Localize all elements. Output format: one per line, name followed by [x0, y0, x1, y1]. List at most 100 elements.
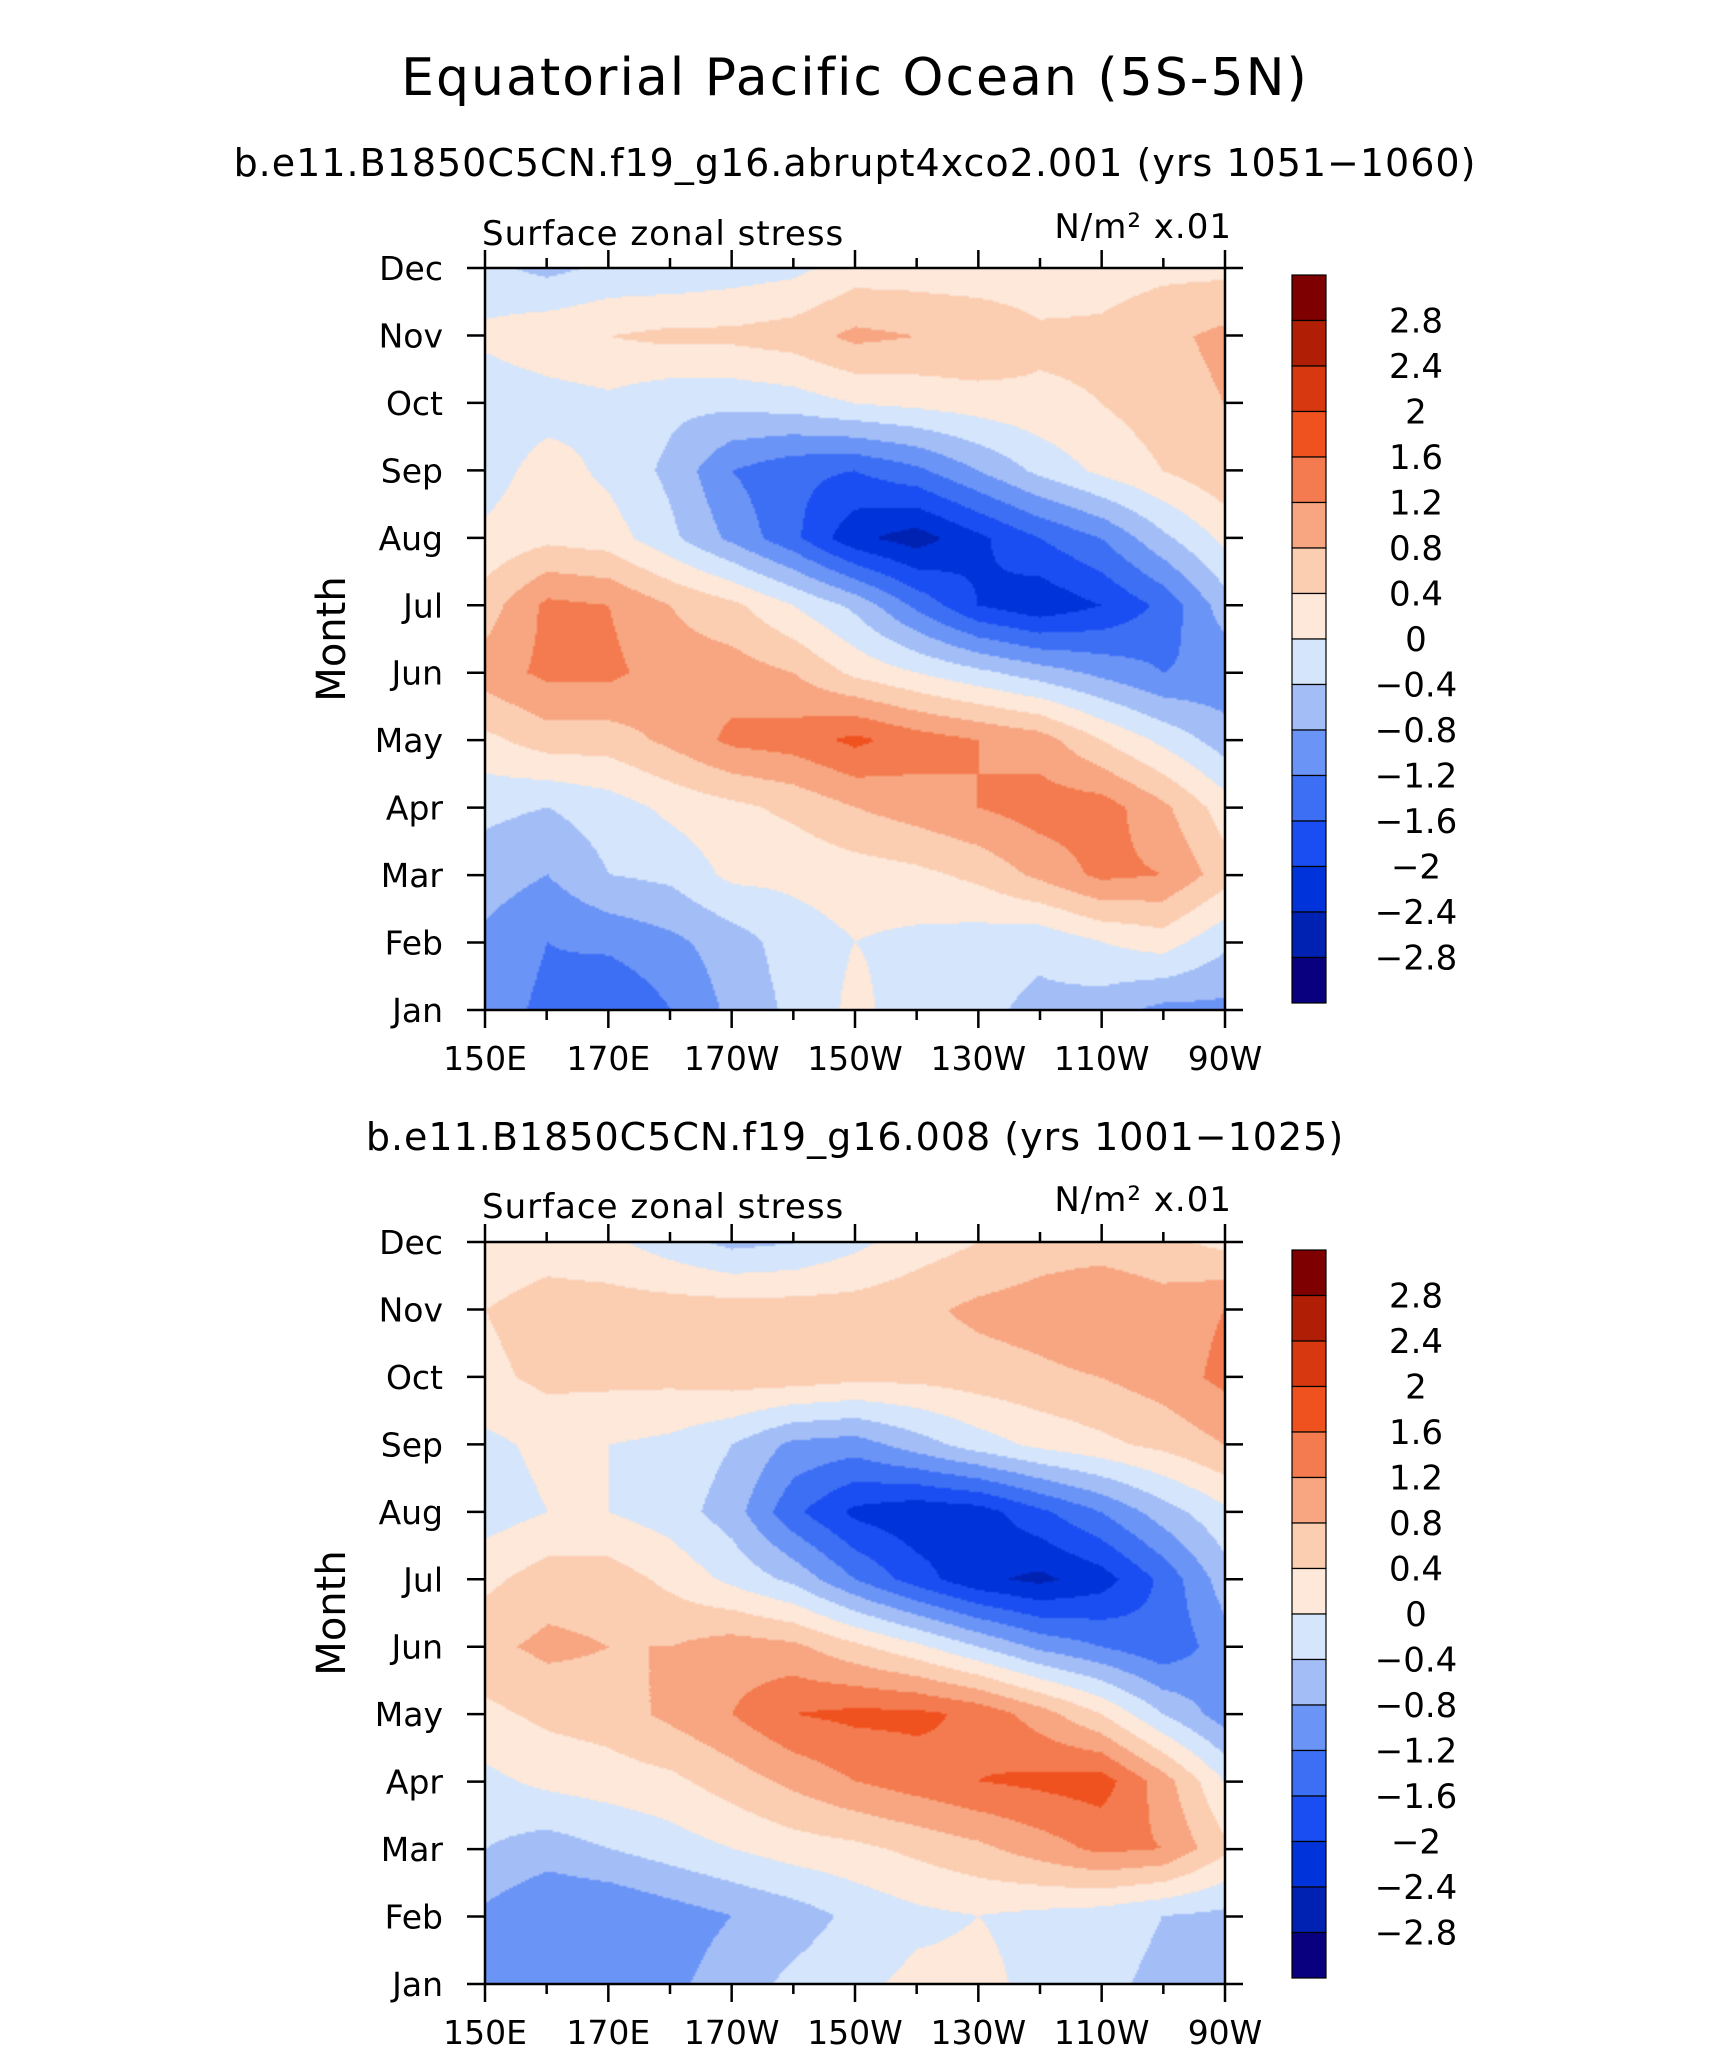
colorbar-label: 0 [1405, 1595, 1427, 1635]
colorbar-swatch [1291, 1795, 1327, 1843]
y-tick-label: Sep [381, 1425, 443, 1464]
colorbar-label: −1.2 [1375, 757, 1458, 797]
colorbar-label: 2 [1405, 393, 1427, 433]
colorbar-label: −0.8 [1375, 711, 1458, 751]
colorbar-label: −1.6 [1375, 802, 1458, 842]
figure-title: Equatorial Pacific Ocean (5S-5N) [401, 48, 1309, 108]
colorbar-swatch [1291, 865, 1327, 913]
colorbar-label: −0.8 [1375, 1686, 1458, 1726]
colorbar-label: 2 [1405, 1368, 1427, 1408]
colorbar-label: 1.2 [1389, 484, 1443, 524]
colorbar-swatch [1291, 1249, 1327, 1297]
colorbar-swatch [1291, 319, 1327, 367]
colorbar-swatch [1291, 1613, 1327, 1661]
y-tick-label: Dec [379, 1223, 443, 1262]
colorbar-label: 2.8 [1389, 302, 1443, 342]
x-tick-label: 170W [684, 1039, 780, 1078]
colorbar-swatch [1291, 1476, 1327, 1524]
y-tick-label: Jul [401, 586, 443, 625]
colorbar-label: −0.4 [1375, 1641, 1458, 1681]
y-tick-label: Aug [379, 519, 443, 558]
y-tick-label: Jan [390, 991, 443, 1030]
y-tick-label: May [375, 1695, 443, 1734]
colorbar-swatch [1291, 1749, 1327, 1797]
colorbar-swatch [1291, 1340, 1327, 1388]
y-tick-label: Jun [389, 1628, 443, 1667]
colorbar-swatch [1291, 1658, 1327, 1706]
colorbar-swatch [1291, 820, 1327, 868]
x-tick-label: 170W [684, 2013, 780, 2052]
colorbar-swatch [1291, 683, 1327, 731]
colorbar-swatch [1291, 274, 1327, 322]
colorbar-swatch [1291, 1294, 1327, 1342]
contour-field [485, 268, 1225, 1010]
variable-label: Surface zonal stress [482, 1187, 844, 1227]
x-tick-label: 90W [1188, 1039, 1263, 1078]
contour-field [485, 1242, 1225, 1984]
colorbar-swatch [1291, 1567, 1327, 1615]
y-tick-label: Apr [386, 1763, 444, 1802]
y-tick-label: Feb [385, 924, 443, 963]
colorbar-swatch [1291, 365, 1327, 413]
colorbar-swatch [1291, 1385, 1327, 1433]
y-tick-label: Jun [389, 654, 443, 693]
colorbar-label: 0.4 [1389, 1550, 1443, 1590]
y-tick-label: Dec [379, 249, 443, 288]
colorbar-label: 0.4 [1389, 575, 1443, 615]
colorbar-label: 1.6 [1389, 1413, 1443, 1453]
colorbar-label: 0 [1405, 620, 1427, 660]
colorbar-label: 0.8 [1389, 1504, 1443, 1544]
colorbar-swatch [1291, 911, 1327, 959]
colorbar-label: −2.8 [1375, 939, 1458, 979]
colorbar-label: 2.4 [1389, 1322, 1443, 1362]
panel-subtitle: b.e11.B1850C5CN.f19_g16.abrupt4xco2.001 … [234, 141, 1477, 185]
colorbar-label: 1.2 [1389, 1459, 1443, 1499]
variable-label: Surface zonal stress [482, 214, 844, 254]
panel-abrupt4xco2: b.e11.B1850C5CN.f19_g16.abrupt4xco2.001 … [234, 141, 1477, 1078]
x-tick-label: 150E [443, 2013, 527, 2052]
colorbar-swatch [1291, 956, 1327, 1004]
y-tick-label: Mar [381, 856, 444, 895]
x-tick-label: 110W [1054, 1039, 1150, 1078]
colorbar-label: 2.8 [1389, 1277, 1443, 1317]
colorbar-label: −2.4 [1375, 893, 1458, 933]
x-tick-label: 110W [1054, 2013, 1150, 2052]
colorbar-label: −0.4 [1375, 666, 1458, 706]
colorbar-label: 0.8 [1389, 529, 1443, 569]
y-tick-label: Nov [379, 1290, 443, 1329]
y-axis-label: Month [309, 576, 355, 701]
colorbar-swatch [1291, 1522, 1327, 1570]
colorbar-label: −2 [1391, 1823, 1441, 1863]
colorbar-swatch [1291, 1704, 1327, 1752]
units-label: N/m² x.01 [1054, 1180, 1232, 1220]
colorbar-swatch [1291, 1931, 1327, 1979]
colorbar-swatch [1291, 456, 1327, 504]
y-tick-label: Jan [390, 1965, 443, 2004]
colorbar-label: −2 [1391, 848, 1441, 888]
colorbar-swatch [1291, 547, 1327, 595]
x-tick-label: 150W [807, 2013, 903, 2052]
x-tick-label: 90W [1188, 2013, 1263, 2052]
y-tick-label: Nov [379, 316, 443, 355]
colorbar-label: −1.6 [1375, 1777, 1458, 1817]
x-tick-label: 150W [807, 1039, 903, 1078]
colorbar-label: −2.8 [1375, 1914, 1458, 1954]
colorbar-swatch [1291, 1840, 1327, 1888]
colorbar-swatch [1291, 592, 1327, 640]
colorbar-label: −1.2 [1375, 1732, 1458, 1772]
y-tick-label: Oct [386, 1358, 443, 1397]
x-tick-label: 130W [931, 1039, 1027, 1078]
y-tick-label: Oct [386, 384, 443, 423]
colorbar-label: 2.4 [1389, 347, 1443, 387]
colorbar-swatch [1291, 1431, 1327, 1479]
colorbar-swatch [1291, 729, 1327, 777]
y-tick-label: Apr [386, 789, 444, 828]
colorbar-swatch [1291, 774, 1327, 822]
y-tick-label: Sep [381, 451, 443, 490]
y-tick-label: Feb [385, 1898, 443, 1937]
y-axis-label: Month [309, 1550, 355, 1675]
y-tick-label: May [375, 721, 443, 760]
colorbar-label: 1.6 [1389, 438, 1443, 478]
panel-control-008: b.e11.B1850C5CN.f19_g16.008 (yrs 1001−10… [309, 1115, 1457, 2052]
